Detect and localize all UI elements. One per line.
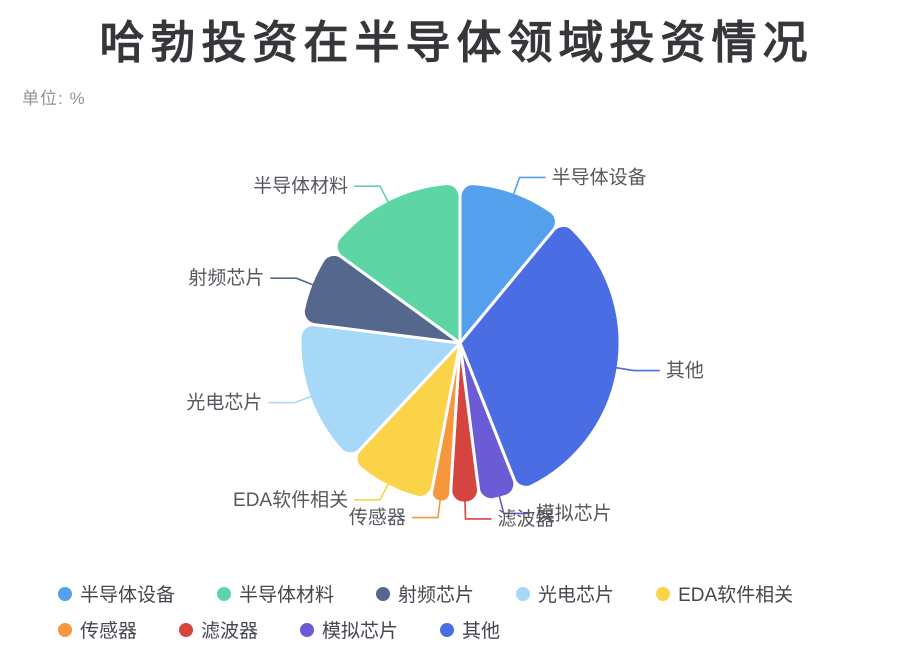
pie-slice-label: 射频芯片 xyxy=(188,267,264,289)
legend-item-8[interactable]: 其他 xyxy=(440,616,500,643)
pie-leader-line xyxy=(615,366,660,372)
pie-slice-label: 光电芯片 xyxy=(186,392,262,414)
legend-dot-icon xyxy=(58,586,72,601)
legend-dot-icon xyxy=(440,622,455,637)
pie-leader-line xyxy=(512,176,546,195)
pie-slice-label: 其他 xyxy=(666,360,704,382)
legend-dot-icon xyxy=(656,586,671,601)
legend-item-5[interactable]: 传感器 xyxy=(58,616,137,643)
legend-item-1[interactable]: 半导体材料 xyxy=(217,580,334,607)
legend-item-4[interactable]: EDA软件相关 xyxy=(656,580,793,607)
pie-slice-label: 半导体材料 xyxy=(253,175,348,197)
legend-dot-icon xyxy=(516,586,531,601)
legend-label: 射频芯片 xyxy=(398,585,475,606)
pie-leader-line xyxy=(268,395,312,404)
legend-label: 其他 xyxy=(462,621,501,642)
legend-label: EDA软件相关 xyxy=(678,585,794,606)
legend-label: 半导体材料 xyxy=(239,585,335,606)
pie-leader-line xyxy=(411,499,441,519)
legend: 半导体设备 半导体材料 射频芯片 光电芯片 EDA软件相关传感器 滤波器 模拟芯片 其他 xyxy=(58,580,878,643)
legend-label: 光电芯片 xyxy=(538,585,615,606)
pie-leader-line xyxy=(498,495,530,515)
pie-leader-line xyxy=(354,185,389,203)
pie-leader-line xyxy=(354,483,389,501)
legend-label: 半导体设备 xyxy=(80,585,176,606)
pie-slice-label: EDA软件相关 xyxy=(233,489,348,511)
page-title: 哈勃投资在半导体领域投资情况 xyxy=(99,17,814,68)
legend-dot-icon xyxy=(376,586,391,601)
unit-label: 单位: % xyxy=(22,89,86,108)
pie-slice-label: 传感器 xyxy=(349,507,406,529)
legend-dot-icon xyxy=(58,622,72,637)
legend-label: 传感器 xyxy=(80,621,138,642)
legend-item-6[interactable]: 滤波器 xyxy=(179,616,258,643)
legend-item-2[interactable]: 射频芯片 xyxy=(376,580,474,607)
legend-dot-icon xyxy=(179,622,194,637)
legend-item-7[interactable]: 模拟芯片 xyxy=(300,616,398,643)
legend-dot-icon xyxy=(300,622,315,637)
pie-leader-line xyxy=(270,277,314,286)
legend-dot-icon xyxy=(217,586,232,601)
pie-leader-line xyxy=(464,500,492,520)
pie-slice-label: 滤波器 xyxy=(498,508,555,530)
pie-slice-label: 模拟芯片 xyxy=(536,502,612,524)
legend-item-0[interactable]: 半导体设备 xyxy=(58,580,175,607)
pie-slice-label: 半导体设备 xyxy=(552,166,647,188)
legend-label: 滤波器 xyxy=(201,621,259,642)
legend-label: 模拟芯片 xyxy=(322,621,399,642)
legend-item-3[interactable]: 光电芯片 xyxy=(516,580,614,607)
